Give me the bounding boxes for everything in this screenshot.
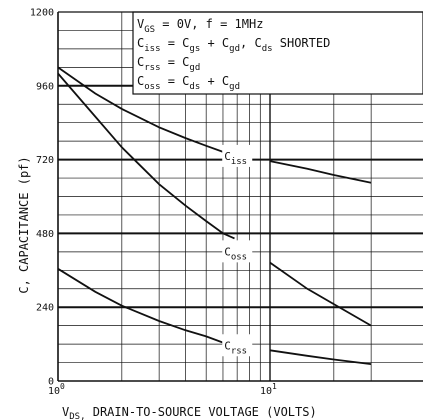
y-tick-label: 0 — [48, 377, 54, 388]
conditions-box-frame — [132, 11, 423, 95]
curve-label-background — [222, 240, 253, 263]
y-tick-label: 480 — [36, 229, 54, 240]
conditions-line: Crss = Cgd — [137, 55, 200, 73]
curve-label-background — [222, 144, 253, 167]
y-tick-label: 960 — [36, 81, 54, 92]
conditions-line: VGS = 0V, f = 1MHz — [137, 17, 263, 35]
conditions-line: Ciss = Cgs + Cgd, Cds SHORTED — [137, 36, 330, 54]
y-tick-label: 1200 — [30, 8, 54, 19]
y-axis-title: C, CAPACITANCE (pf) — [17, 156, 31, 293]
series-line-rss — [269, 349, 372, 365]
tick-labels: 0 240 480 720 960 1200 100 101 — [30, 8, 277, 398]
series-line-iss — [57, 66, 235, 156]
curve-label-rss: Crss — [224, 339, 247, 356]
series-lines — [57, 66, 372, 365]
y-tick-label: 720 — [36, 155, 54, 166]
series-line-iss — [269, 160, 372, 184]
curve-label-iss: Ciss — [224, 150, 247, 167]
x-tick-label: 101 — [260, 382, 277, 397]
series-line-oss — [57, 72, 235, 240]
curve-label-background — [222, 334, 253, 357]
series-line-oss — [269, 261, 372, 327]
x-tick-label: 100 — [48, 382, 65, 397]
curve-labels: Ciss Coss Crss — [222, 144, 253, 357]
series-line-rss — [57, 268, 235, 346]
curve-label-oss: Coss — [224, 245, 247, 262]
conditions-line: Coss = Cds + Cgd — [137, 74, 240, 92]
x-axis-title: VDS, DRAIN-TO-SOURCE VOLTAGE (VOLTS) — [62, 405, 317, 420]
axes — [57, 11, 423, 382]
y-tick-label: 240 — [36, 303, 54, 314]
